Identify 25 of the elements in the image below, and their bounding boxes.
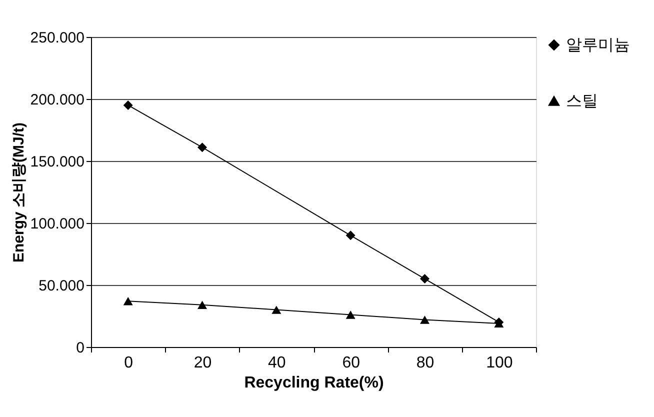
legend-label: 스틸 [566,93,598,110]
y-tick-label: 200.000 [30,92,84,108]
point [198,142,207,152]
y-tick-label: 100.000 [30,216,84,232]
y-tick-label: 0 [76,340,84,356]
point [420,274,430,284]
point [272,306,282,314]
legend-label: 알루미늄 [566,37,630,54]
y-tick-label: 50.000 [38,278,84,294]
x-tick-label: 0 [124,354,134,372]
point [346,230,356,240]
y-tick-label: 250.000 [30,30,84,46]
x-tick-label: 80 [416,354,434,372]
y-tick-label: 150.000 [30,154,84,170]
x-axis-title: Recycling Rate(%) [244,374,384,392]
point [420,316,430,324]
x-tick-label: 60 [342,354,360,372]
x-tick-label: 40 [268,354,286,372]
point [346,310,356,319]
point [198,300,207,309]
y-axis-title: Energy 소비량(MJ/t) [10,122,28,263]
x-tick-label: 100 [486,354,513,372]
x-tick-label: 20 [194,354,212,372]
point [123,100,133,110]
point [123,297,133,306]
